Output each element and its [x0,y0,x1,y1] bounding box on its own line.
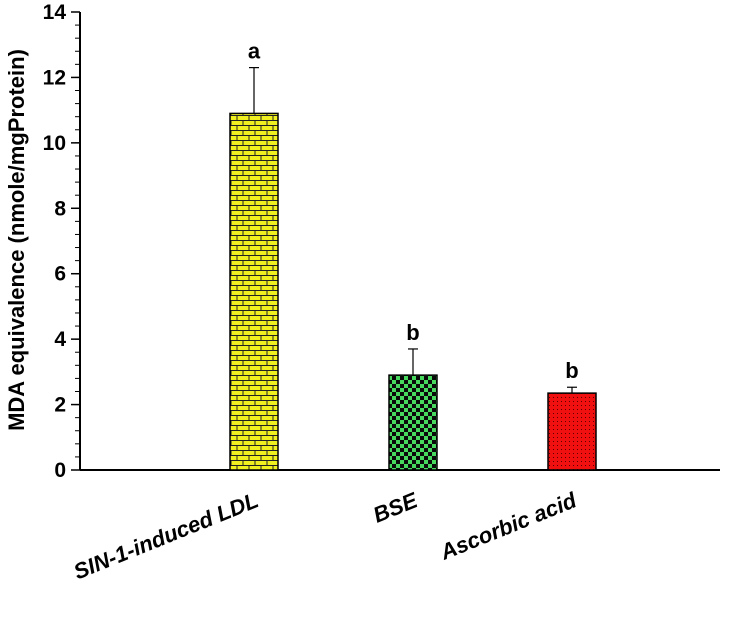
y-tick-label: 6 [54,263,66,286]
significance-label: b [565,358,578,383]
category-label: BSE [370,487,423,528]
significance-label: b [406,320,419,345]
y-tick-label: 2 [54,394,66,417]
significance-label: a [248,39,261,64]
y-tick-label: 10 [43,132,66,155]
y-axis: 0 2 4 6 8 10 12 14 [43,1,81,482]
significance-labels: a b b [248,39,579,384]
category-label: Ascorbic acid [436,487,581,565]
bars [229,112,597,471]
category-label: SIN-1-induced LDL [70,487,262,584]
y-tick-label: 14 [43,1,67,24]
y-tick-label: 4 [54,328,66,351]
y-tick-label: 0 [54,459,66,482]
category-labels: SIN-1-induced LDL BSE Ascorbic acid [70,487,580,584]
y-axis-title: MDA equivalence (nmole/mgProtein) [4,49,29,431]
bar [388,374,438,471]
y-tick-label: 12 [43,66,66,89]
bar [229,112,279,471]
error-bars [249,67,577,394]
bar [547,392,597,471]
y-tick-label: 8 [54,197,66,220]
